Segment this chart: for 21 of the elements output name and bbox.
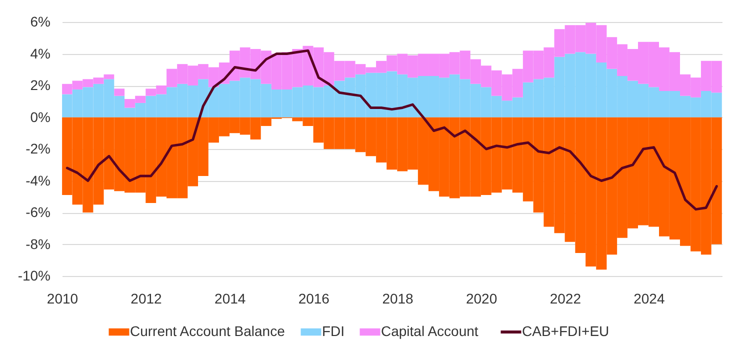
y-tick-label: 2% xyxy=(30,77,50,93)
y-tick-label: -6% xyxy=(26,204,50,220)
x-tick-label: 2024 xyxy=(634,290,665,306)
y-tick-label: -2% xyxy=(26,140,50,156)
y-tick-label: -10% xyxy=(18,268,50,284)
y-tick-label: 0% xyxy=(30,108,50,125)
legend-label: FDI xyxy=(322,323,345,339)
x-tick-label: 2020 xyxy=(466,290,498,306)
y-tick-label: 6% xyxy=(30,14,50,30)
legend-label: Capital Account xyxy=(381,323,478,339)
x-tick-label: 2014 xyxy=(214,290,246,306)
x-tick-label: 2016 xyxy=(298,290,330,306)
y-tick-label: -8% xyxy=(26,236,50,252)
x-tick-label: 2012 xyxy=(130,290,162,306)
x-tick-label: 2018 xyxy=(382,290,414,306)
x-tick-label: 2022 xyxy=(550,290,582,306)
y-tick-label: 4% xyxy=(30,45,50,62)
x-tick-label: 2010 xyxy=(46,290,78,306)
y-tick-label: -4% xyxy=(26,172,50,188)
legend-label: CAB+FDI+EU xyxy=(522,323,610,339)
legend-label: Current Account Balance xyxy=(130,323,286,339)
